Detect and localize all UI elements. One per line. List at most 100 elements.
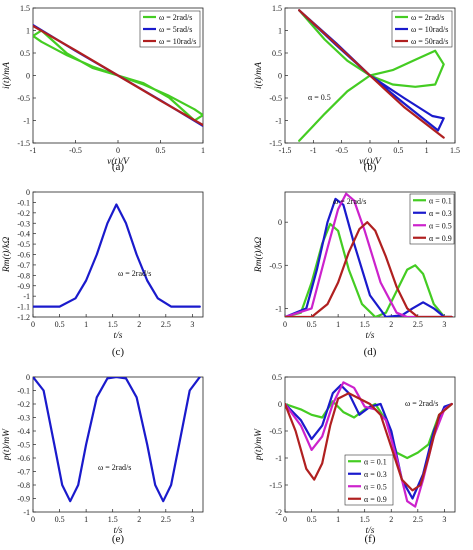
y-tick-label: -1	[275, 117, 282, 126]
legend-box	[344, 454, 394, 506]
y-tick-label: -0.8	[17, 271, 30, 280]
x-tick-label: 0	[368, 146, 372, 155]
annotation-text: ω = 2rad/s	[333, 197, 366, 206]
x-tick-label: -0.5	[69, 146, 82, 155]
x-tick-label: 0	[283, 320, 287, 329]
y-tick-label: -0.9	[17, 282, 30, 291]
x-tick-label: 0.5	[307, 320, 317, 329]
y-tick-label: 1	[26, 27, 30, 36]
panel-d: 0 0.5 1 1.5 2 2.5 3-1-0.50t/sRm(t)/kΩα = 0.1α …	[253, 191, 456, 358]
annotation-text: ω = 2rad/s	[118, 269, 151, 278]
legend-box	[409, 193, 455, 245]
y-tick-label: 0.5	[20, 49, 30, 58]
y-tick-label: -0.3	[17, 219, 30, 228]
legend-entry: α = 0.1	[429, 196, 452, 205]
y-tick-label: -1	[23, 117, 30, 126]
y-tick-label: -0.3	[17, 414, 30, 423]
series-line	[285, 221, 453, 317]
y-tick-label: -0.6	[17, 251, 30, 260]
y-axis-label: i(t)/mA	[253, 62, 264, 89]
y-tick-label: -0.4	[17, 230, 30, 239]
legend-entry: α = 0.1	[364, 457, 387, 466]
series-line	[285, 192, 453, 317]
x-tick-label: 1	[425, 146, 429, 155]
x-tick-label: 2	[137, 320, 141, 329]
x-tick-label: 0	[116, 146, 120, 155]
panel-a: -1 -0.5 0 0.5 1-1.5-1-0.500.511.5v(t)/Vi(t)/…	[1, 4, 205, 173]
y-tick-label: 0	[278, 400, 282, 409]
x-axis-label: v(t)/V	[107, 156, 130, 167]
panel-f: 0 0.5 1 1.5 2 2.5 3 -2 -1.5 -1 -0.5 0 0.5 t/s p(t)/mW α…	[253, 373, 456, 545]
x-tick-label: 1.5	[360, 320, 370, 329]
x-tick-label: 1	[84, 515, 88, 524]
annotation-text: ω = 2rad/s	[405, 399, 438, 408]
y-tick-label: -1	[275, 454, 282, 463]
x-tick-label: 2.5	[413, 515, 423, 524]
series-line	[285, 222, 453, 317]
legend-entry: ω = 5rad/s	[159, 25, 192, 34]
x-tick-label: -1	[30, 146, 37, 155]
panel-label: (a)	[112, 161, 125, 173]
y-tick-label: 1.5	[272, 4, 282, 13]
y-tick-label: -1.5	[17, 139, 30, 148]
y-tick-label: 0	[278, 72, 282, 81]
x-tick-label: 1.5	[360, 515, 370, 524]
x-tick-label: -1	[310, 146, 317, 155]
y-tick-label: -0.8	[17, 481, 30, 490]
y-tick-label: -0.6	[17, 454, 30, 463]
y-tick-label: -0.5	[269, 427, 282, 436]
y-tick-label: 0	[278, 218, 282, 227]
x-tick-label: 1	[336, 320, 340, 329]
x-tick-label: 2.5	[413, 320, 423, 329]
series-line	[33, 377, 201, 503]
x-tick-label: 0	[31, 320, 35, 329]
x-tick-label: 2	[389, 515, 393, 524]
y-tick-label: -0.5	[269, 94, 282, 103]
y-axis-label: Rm(t)/kΩ	[1, 237, 12, 273]
x-tick-label: 0.5	[393, 146, 403, 155]
x-axis-label: v(t)/V	[359, 156, 382, 167]
panel-c: 0 0.5 1 1.5 2 2.5 3 -1.2-1.1 -1-0.9 -0.8-0.7-0.6 -…	[1, 188, 204, 358]
series-line	[298, 9, 445, 142]
x-tick-label: 1.5	[108, 320, 118, 329]
series-line	[33, 29, 203, 122]
panel-label: (d)	[364, 346, 377, 358]
legend-entry: α = 0.9	[364, 495, 387, 504]
legend-entry: ω = 2rad/s	[159, 13, 192, 22]
y-axis-label: Rm(t)/kΩ	[253, 237, 264, 273]
legend-entry: ω = 50rad/s	[411, 37, 448, 46]
legend: ω = 2rad/s ω = 5rad/s ω = 10rad/s	[139, 10, 201, 48]
series-line	[33, 24, 203, 127]
x-tick-label: 1.5	[108, 515, 118, 524]
legend: ω = 2rad/s ω = 10rad/s ω = 50rad/s	[391, 10, 453, 48]
panel-label: (f)	[365, 533, 376, 545]
y-tick-label: -0.5	[17, 240, 30, 249]
y-axis-label: i(t)/mA	[1, 62, 12, 89]
panel-label: (c)	[112, 346, 125, 358]
panel-label: (e)	[112, 533, 125, 545]
x-tick-label: 1.5	[450, 146, 460, 155]
y-tick-label: -0.5	[17, 441, 30, 450]
y-tick-label: 0.5	[272, 49, 282, 58]
series-line	[33, 203, 201, 308]
x-tick-label: 0.5	[307, 515, 317, 524]
x-tick-label: -0.5	[335, 146, 348, 155]
y-axis-label: p(t)/mW	[1, 428, 12, 461]
x-axis-label: t/s	[366, 526, 375, 536]
x-tick-label: 3	[190, 320, 194, 329]
series-line	[285, 197, 453, 317]
x-tick-label: 1	[336, 515, 340, 524]
series-line	[285, 392, 453, 492]
legend-entry: α = 0.3	[364, 470, 387, 479]
y-tick-label: -0.5	[17, 94, 30, 103]
x-axis-label: t/s	[114, 331, 123, 341]
x-axis-label: t/s	[366, 331, 375, 341]
legend-entry: α = 0.9	[429, 234, 452, 243]
legend-entry: α = 0.5	[429, 221, 452, 230]
y-tick-label: -1	[23, 508, 30, 517]
y-tick-label: -0.5	[269, 261, 282, 270]
y-tick-label: -0.4	[17, 427, 30, 436]
panel-label: (b)	[364, 161, 377, 173]
y-tick-label: -0.9	[17, 495, 30, 504]
